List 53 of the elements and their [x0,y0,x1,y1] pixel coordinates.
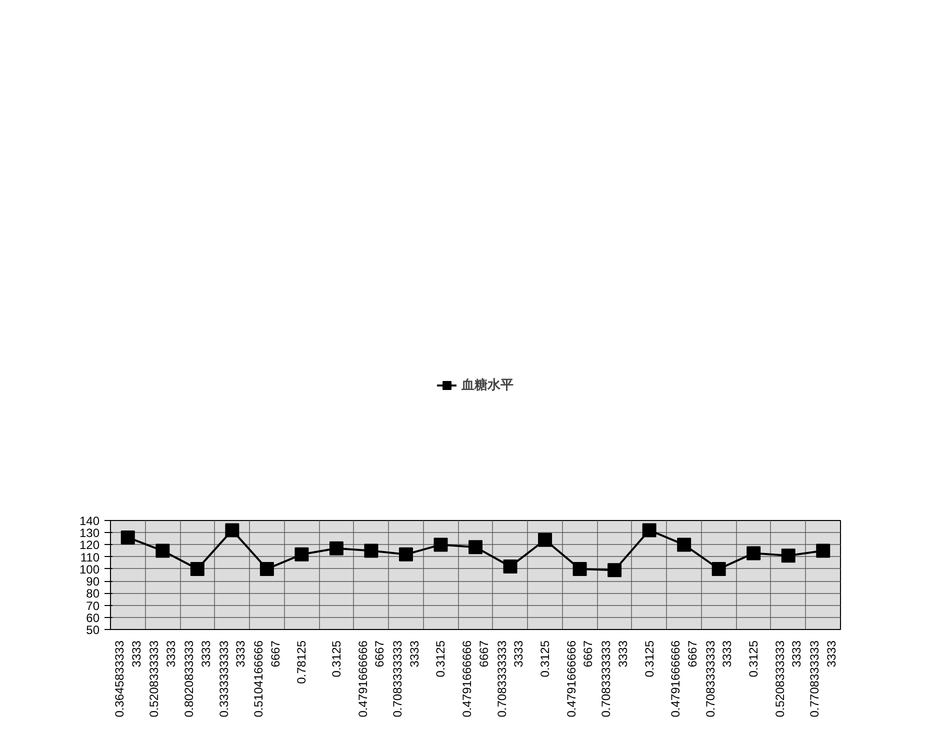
x-tick-label: 0.70833333333333 [703,640,734,718]
x-tick-label: 0.3125 [746,640,761,678]
x-tick-label: 0.3125 [434,640,448,678]
point [329,541,344,556]
point [225,523,240,538]
point [572,562,587,576]
x-tick-label: 0.70833333333333 [599,640,630,718]
point [468,540,482,554]
y-tick-label: 90 [86,574,100,589]
x-tick-label: 0.77083333333333 [808,640,839,718]
x-tick-label: 0.51041666666667 [252,640,282,718]
x-tick-label: 0.52083333333333 [147,640,178,718]
x-tick-label: 0.36458333333333 [112,640,144,718]
y-tick-label: 70 [86,598,100,613]
point [260,562,274,576]
y-tick-label: 100 [79,562,100,576]
point [156,544,170,558]
x-tick-label: 0.47916666666667 [460,640,491,718]
point [642,523,656,538]
y-tick-label: 130 [79,526,100,540]
y-tick-label: 110 [80,550,100,564]
x-tick-label: 0.52083333333333 [772,640,804,718]
point [294,547,309,562]
x-tick-label: 0.70833333333333 [390,640,422,718]
point [190,562,204,576]
point [434,538,448,552]
y-tick-label: 80 [86,586,100,601]
y-tick-label: 120 [79,538,100,552]
legend-label: 血糖水平 [462,376,514,394]
x-tick-label: 0.3125 [642,640,656,678]
y-tick-label: 60 [86,610,100,625]
point [746,546,761,560]
point [120,530,135,544]
point [364,544,378,558]
point [608,563,622,578]
point [781,548,796,563]
x-tick-label: 0.3125 [538,640,552,678]
x-tick-label: 0.80208333333333 [182,640,213,718]
y-tick-label: 140 [79,514,100,528]
x-tick-label: 0.47916666666667 [356,640,387,718]
point [398,547,413,562]
x-tick-label: 0.33333333333333 [216,640,248,718]
x-tick-label: 0.47916666666667 [564,640,596,718]
x-tick-label: 0.70833333333333 [494,640,526,718]
point [538,532,552,547]
point [712,562,726,576]
point [503,560,518,574]
y-tick-label: 50 [86,623,100,637]
x-tick-label: 0.47916666666667 [668,640,700,718]
point [816,544,830,558]
x-tick-label: 0.78125 [294,640,309,684]
x-tick-label: 0.3125 [329,640,344,678]
point [677,538,692,552]
